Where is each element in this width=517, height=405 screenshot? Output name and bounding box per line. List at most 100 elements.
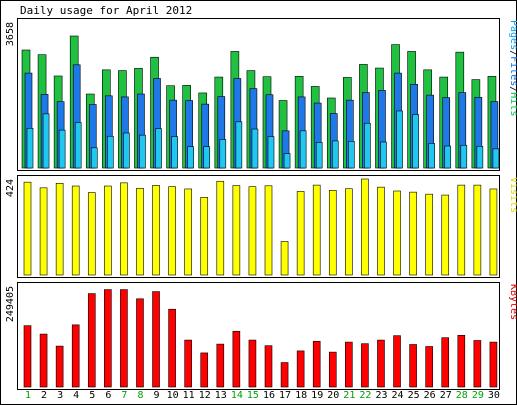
visits-bar	[425, 193, 433, 276]
pages-bar	[331, 140, 339, 169]
pages-bar	[348, 140, 355, 169]
pages-bar	[123, 132, 130, 169]
visits-bar	[296, 191, 305, 276]
kbytes-bar	[71, 324, 80, 388]
kbytes-bar	[425, 346, 433, 388]
kbytes-bar	[280, 362, 289, 388]
x-tick-label: 30	[488, 390, 500, 401]
x-tick-label: 19	[311, 390, 323, 401]
panel-frame	[17, 282, 500, 390]
visits-bar	[393, 190, 401, 276]
x-tick-label: 21	[343, 390, 355, 401]
panel-frame	[17, 18, 500, 171]
kbytes-bar	[200, 352, 209, 388]
x-tick-label: 29	[472, 390, 484, 401]
pages-bar	[380, 141, 387, 169]
pages-bar	[364, 122, 371, 169]
kbytes-bar	[248, 339, 257, 388]
x-tick-label: 25	[408, 390, 420, 401]
kbytes-bar	[328, 351, 337, 388]
y-max-label: 424	[5, 179, 16, 197]
pages-bar	[315, 142, 323, 169]
pages-bar	[460, 144, 468, 169]
kbytes-bar	[489, 341, 498, 388]
visits-bar	[264, 185, 273, 276]
kbytes-bar	[216, 343, 225, 388]
x-tick-label: 11	[183, 390, 195, 401]
kbytes-bar	[296, 350, 305, 388]
kbytes-bar	[184, 339, 192, 388]
x-tick-label: 23	[375, 390, 387, 401]
visits-bar	[377, 186, 385, 276]
visits-bar	[39, 187, 48, 276]
visits-bar	[87, 192, 96, 276]
x-tick-label: 8	[137, 390, 143, 401]
legend-pages: Pages	[508, 20, 517, 50]
pages-bar	[203, 146, 211, 169]
x-tick-label: 5	[89, 390, 95, 401]
x-tick-label: 14	[231, 390, 243, 401]
visits-bar	[457, 184, 466, 276]
visits-bar	[216, 180, 225, 276]
kbytes-bar	[345, 341, 353, 388]
kbytes-bar	[39, 333, 48, 388]
pages-bar	[251, 128, 259, 169]
visits-bar	[248, 186, 257, 276]
kbytes-bar	[361, 343, 369, 388]
pages-bar	[187, 146, 194, 169]
pages-bar	[107, 135, 114, 169]
legend-hits: Hits	[508, 92, 517, 116]
pages-bar	[283, 153, 291, 169]
x-tick-label: 28	[456, 390, 468, 401]
x-tick-label: 10	[167, 390, 179, 401]
visits-bar	[184, 188, 192, 276]
x-tick-label: 13	[215, 390, 227, 401]
x-tick-label: 22	[359, 390, 371, 401]
kbytes-bar	[152, 291, 160, 388]
pages-bar	[428, 143, 435, 169]
visits-bar	[441, 194, 450, 276]
x-tick-label: 3	[57, 390, 63, 401]
kbytes-bar	[377, 339, 385, 388]
legend-files: Files	[508, 56, 517, 86]
y-max-label: 3658	[5, 22, 16, 46]
pages-bar	[58, 129, 66, 169]
x-tick-label: 20	[327, 390, 339, 401]
x-tick-label: 16	[263, 390, 275, 401]
kbytes-bar	[441, 337, 450, 388]
visits-bar	[312, 184, 321, 276]
chart-title: Daily usage for April 2012	[20, 4, 192, 17]
x-tick-label: 9	[154, 390, 160, 401]
visits-bar	[280, 241, 289, 276]
kbytes-bar	[55, 345, 64, 388]
visits-bar	[120, 182, 128, 276]
visits-bar	[361, 178, 369, 276]
kbytes-bar	[104, 289, 112, 388]
x-tick-label: 7	[121, 390, 127, 401]
visits-bar	[409, 191, 417, 276]
legend-label: Visits	[508, 177, 517, 213]
pages-bar	[90, 147, 98, 169]
kbytes-bar	[457, 334, 466, 388]
kbytes-bar	[168, 308, 176, 388]
pages-bar	[155, 128, 162, 169]
pages-bar	[412, 114, 419, 169]
visits-bar	[345, 188, 353, 276]
legend-label: KBytes	[508, 284, 517, 320]
visits-panel: 424 Visits	[5, 175, 517, 278]
kbytes-bar	[87, 293, 96, 388]
legend-sep: /	[508, 86, 517, 92]
visits-bar	[23, 181, 32, 276]
kbytes-bar	[264, 345, 273, 388]
visits-bar	[104, 185, 112, 276]
visits-bar	[473, 184, 482, 276]
x-tick-label: 24	[392, 390, 404, 401]
visits-bar	[136, 187, 144, 276]
visits-bar	[328, 190, 337, 276]
legend-visits: Visits	[508, 177, 517, 213]
kbytes-bar	[393, 335, 401, 388]
pages-bar	[26, 128, 34, 169]
pages-bar	[235, 121, 243, 169]
x-tick-label: 12	[199, 390, 211, 401]
